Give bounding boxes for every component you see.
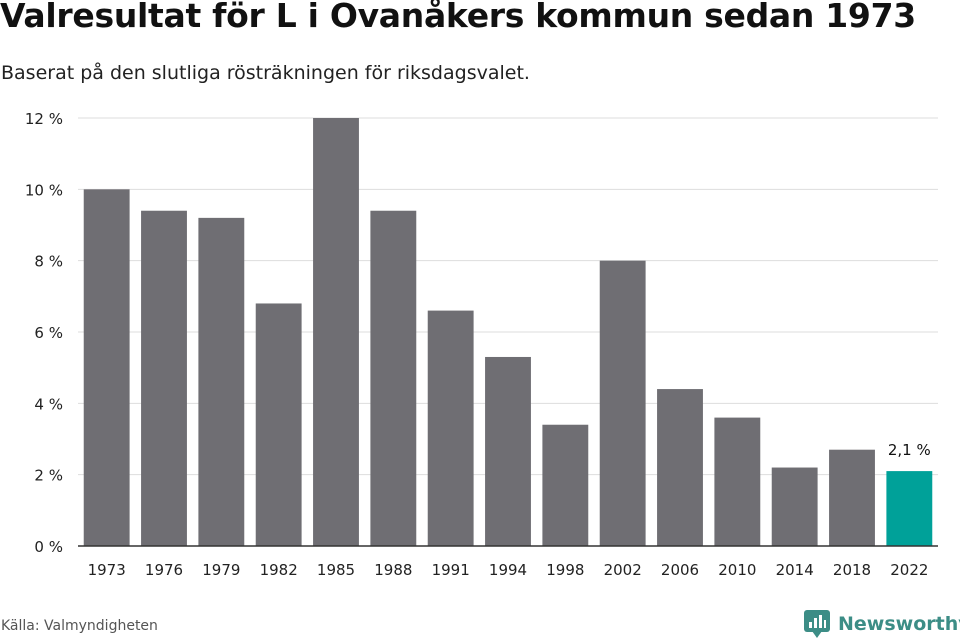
bar-1976 [141,210,187,546]
x-tick-label: 1988 [374,561,412,579]
x-tick-label: 1991 [432,561,470,579]
x-tick-label: 1998 [546,561,584,579]
bar-chart-speech-icon [804,610,830,638]
y-tick-label: 10 % [25,181,63,199]
bar-1973 [83,189,130,547]
bar-1998 [542,424,589,546]
chart-subtitle: Baserat på den slutliga rösträkningen fö… [1,62,530,84]
brand-name: Newsworthy [838,613,960,635]
y-tick-label: 2 % [34,467,63,485]
x-tick-label: 2002 [604,561,642,579]
y-tick-label: 0 % [34,538,63,556]
x-tick-label: 2022 [890,561,928,579]
data-label: 2,1 % [888,441,931,459]
chart-title: Valresultat för L i Ovanåkers kommun sed… [0,0,916,35]
x-tick-label: 2010 [718,561,756,579]
bar-1994 [485,356,531,546]
x-tick-label: 1979 [202,561,240,579]
x-tick-label: 1976 [145,561,183,579]
y-tick-label: 4 % [34,395,63,413]
x-tick-label: 1973 [88,561,126,579]
bar-2022 [886,471,933,546]
bar-1979 [198,217,245,546]
bar-2018 [829,449,875,546]
bar-1982 [255,303,302,546]
bar-1985 [313,118,359,546]
bar-2002 [599,260,646,546]
x-tick-label: 2018 [833,561,871,579]
y-tick-label: 8 % [34,253,63,271]
x-tick-label: 2014 [776,561,814,579]
source-note: Källa: Valmyndigheten [1,618,158,634]
bar-2010 [714,417,761,546]
y-tick-label: 12 % [25,110,63,128]
x-tick-label: 1994 [489,561,527,579]
bar-1988 [370,210,417,546]
bar-1991 [427,310,474,546]
bar-2006 [657,389,703,546]
x-tick-label: 1982 [260,561,298,579]
bar-2014 [771,467,818,546]
brand-logo[interactable]: Newsworthy [804,609,960,639]
x-tick-label: 1985 [317,561,355,579]
x-tick-label: 2006 [661,561,699,579]
y-tick-label: 6 % [34,324,63,342]
